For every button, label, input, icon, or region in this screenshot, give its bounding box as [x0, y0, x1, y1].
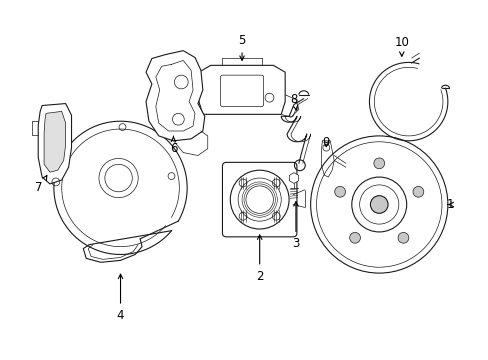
Text: 7: 7 [35, 176, 47, 194]
Polygon shape [289, 173, 298, 184]
Polygon shape [38, 104, 71, 184]
Text: 1: 1 [446, 198, 454, 211]
Text: 10: 10 [393, 36, 408, 56]
Polygon shape [199, 65, 285, 114]
Text: 8: 8 [290, 93, 297, 110]
Circle shape [397, 233, 408, 243]
Circle shape [349, 233, 360, 243]
Circle shape [370, 196, 387, 213]
Polygon shape [44, 111, 65, 172]
FancyBboxPatch shape [222, 162, 296, 237]
FancyBboxPatch shape [220, 75, 263, 107]
Polygon shape [146, 51, 204, 141]
Text: 5: 5 [238, 34, 245, 60]
Text: 6: 6 [169, 136, 177, 155]
Circle shape [412, 186, 423, 197]
Text: 2: 2 [255, 235, 263, 283]
Circle shape [373, 158, 384, 169]
Circle shape [334, 186, 345, 197]
Text: 9: 9 [322, 136, 329, 149]
Text: 4: 4 [117, 274, 124, 322]
Text: 3: 3 [292, 202, 299, 250]
